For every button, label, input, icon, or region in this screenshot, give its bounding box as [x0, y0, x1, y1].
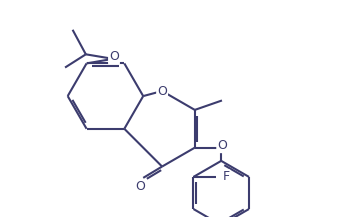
- Text: O: O: [109, 50, 119, 63]
- Text: O: O: [135, 180, 145, 193]
- Text: O: O: [217, 139, 227, 152]
- Text: O: O: [157, 85, 167, 97]
- Text: F: F: [222, 170, 230, 183]
